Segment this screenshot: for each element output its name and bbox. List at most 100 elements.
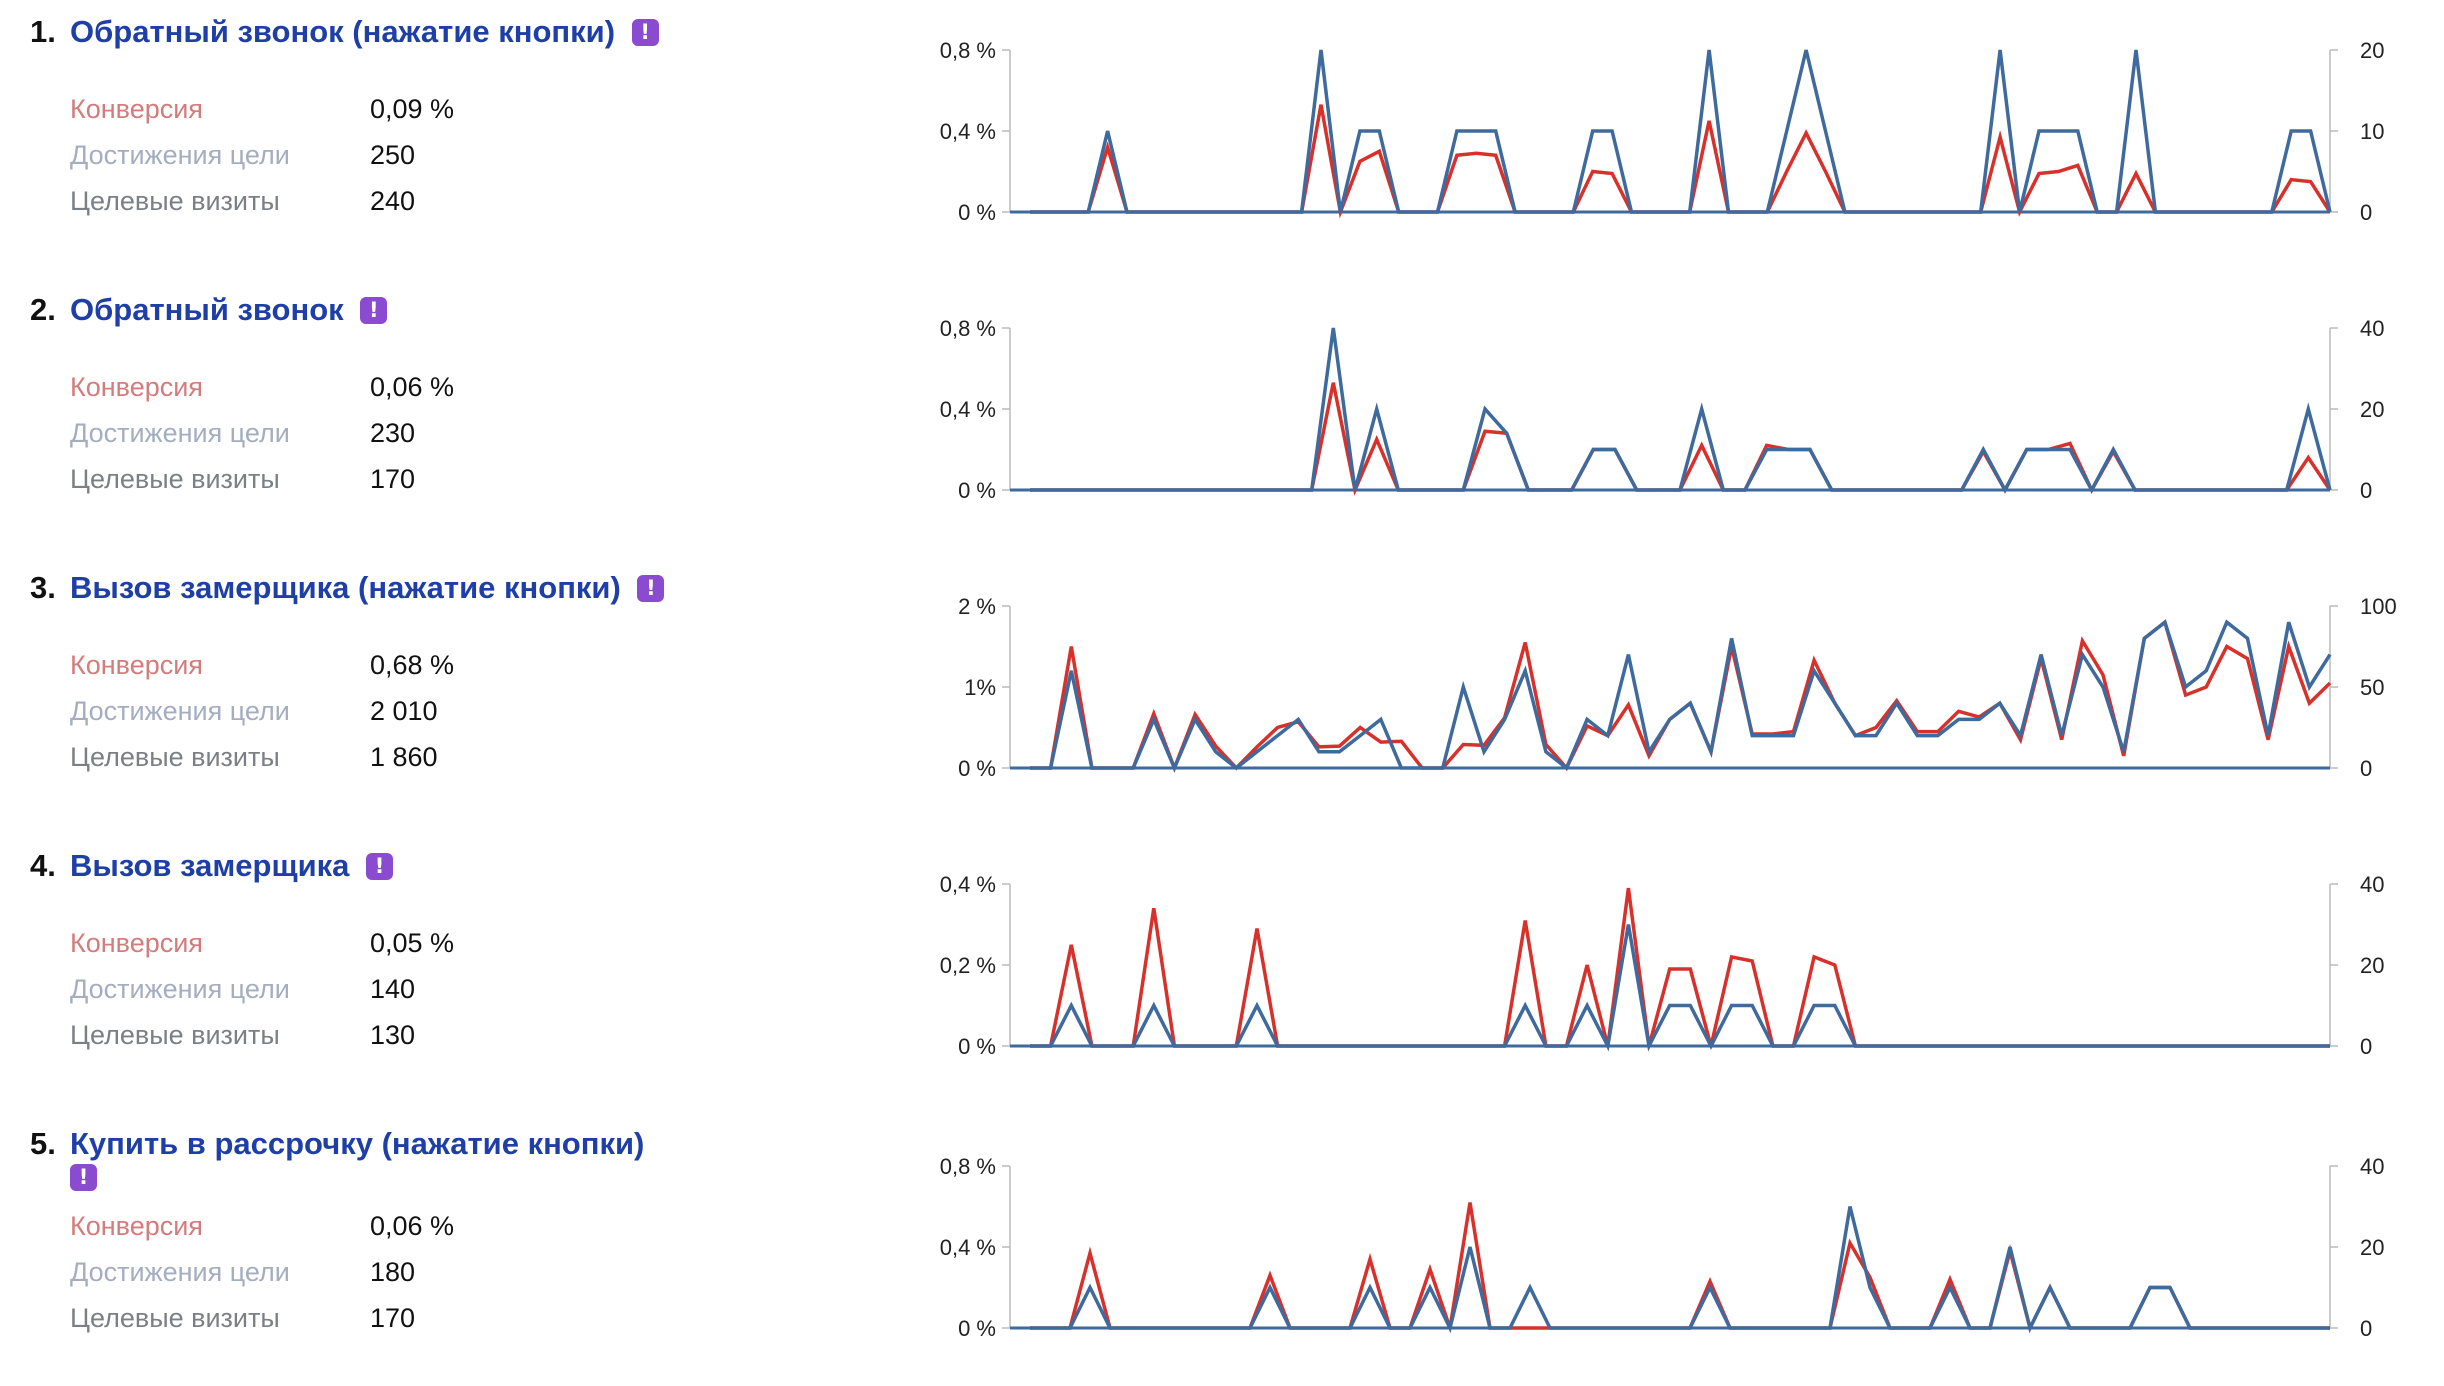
reaches-value: 230 xyxy=(370,417,416,448)
line-chart: 0 % 0 1% 50 2 % 100 xyxy=(958,594,2397,781)
right-tick-label: 0 xyxy=(2360,756,2372,781)
left-tick-label: 2 % xyxy=(958,594,996,619)
reaches-label: Достижения цели xyxy=(70,139,290,170)
reaches-label: Достижения цели xyxy=(70,973,290,1004)
goal-chart: 0 % 0 0,4 % 20 0,8 % 40 xyxy=(880,1146,2400,1356)
goal-block: 5. Купить в рассрочку (нажатие кнопки) !… xyxy=(0,1112,2444,1372)
line-chart: 0 % 0 0,4 % 20 0,8 % 40 xyxy=(940,1154,2385,1341)
goal-block: 1. Обратный звонок (нажатие кнопки) ! Ко… xyxy=(0,0,2444,260)
visits-row: Целевые визиты 170 xyxy=(70,1295,454,1341)
goal-title-text: Вызов замерщика xyxy=(70,848,350,883)
reaches-series-line xyxy=(1030,1206,2330,1334)
reaches-value: 140 xyxy=(370,973,416,1004)
goal-number: 5. xyxy=(30,1126,56,1161)
exclamation-badge-icon[interactable]: ! xyxy=(637,575,665,602)
visits-label: Целевые визиты xyxy=(70,1019,280,1050)
right-tick-label: 40 xyxy=(2360,316,2384,341)
left-tick-label: 0,4 % xyxy=(940,872,996,897)
left-tick-label: 0 % xyxy=(958,478,996,503)
conversion-label: Конверсия xyxy=(70,371,203,402)
left-tick-label: 0 % xyxy=(958,1034,996,1059)
conversion-series-line xyxy=(1030,104,2332,219)
goal-number: 3. xyxy=(30,570,56,605)
goal-chart: 0 % 0 1% 50 2 % 100 xyxy=(880,586,2400,796)
visits-row: Целевые визиты 1 860 xyxy=(70,734,454,780)
reaches-row: Достижения цели 250 xyxy=(70,132,454,178)
goal-header: 3. Вызов замерщика (нажатие кнопки) ! xyxy=(30,570,665,606)
visits-value: 170 xyxy=(370,463,416,494)
goal-header: 2. Обратный звонок ! xyxy=(30,292,388,328)
goal-metrics: Конверсия 0,06 % Достижения цели 230 Цел… xyxy=(70,364,454,502)
reaches-value: 180 xyxy=(370,1256,416,1287)
visits-label: Целевые визиты xyxy=(70,741,280,772)
conversion-row: Конверсия 0,68 % xyxy=(70,642,454,688)
goal-title-link[interactable]: Обратный звонок (нажатие кнопки) ! xyxy=(70,14,659,50)
exclamation-badge-icon[interactable]: ! xyxy=(70,1164,97,1191)
goal-metrics: Конверсия 0,68 % Достижения цели 2 010 Ц… xyxy=(70,642,454,780)
reaches-value: 250 xyxy=(370,139,416,170)
right-tick-label: 20 xyxy=(2360,953,2384,978)
left-tick-label: 0 % xyxy=(958,200,996,225)
conversion-label: Конверсия xyxy=(70,1210,203,1241)
right-tick-label: 40 xyxy=(2360,872,2384,897)
goal-title-text: Обратный звонок xyxy=(70,292,344,327)
conversion-row: Конверсия 0,09 % xyxy=(70,86,454,132)
conversion-series-line xyxy=(1030,382,2332,496)
goal-title-text: Купить в рассрочку (нажатие кнопки) xyxy=(70,1126,645,1161)
visits-row: Целевые визиты 170 xyxy=(70,456,454,502)
goal-title-link[interactable]: Обратный звонок ! xyxy=(70,292,388,328)
goal-metrics: Конверсия 0,06 % Достижения цели 180 Цел… xyxy=(70,1203,454,1341)
left-tick-label: 0 % xyxy=(958,1316,996,1341)
goal-chart: 0 % 0 0,4 % 20 0,8 % 40 xyxy=(880,308,2400,518)
visits-row: Целевые визиты 240 xyxy=(70,178,454,224)
exclamation-badge-icon[interactable]: ! xyxy=(360,297,388,324)
exclamation-badge-icon[interactable]: ! xyxy=(631,19,659,46)
left-tick-label: 1% xyxy=(964,675,996,700)
goal-metrics: Конверсия 0,09 % Достижения цели 250 Цел… xyxy=(70,86,454,224)
left-tick-label: 0 % xyxy=(958,756,996,781)
goal-chart: 0 % 0 0,4 % 10 0,8 % 20 xyxy=(880,30,2400,240)
goal-title-link[interactable]: Купить в рассрочку (нажатие кнопки) ! xyxy=(70,1126,644,1191)
right-tick-label: 20 xyxy=(2360,38,2384,63)
conversion-value: 0,06 % xyxy=(370,371,455,402)
conversion-value: 0,09 % xyxy=(370,93,455,124)
conversion-value: 0,06 % xyxy=(370,1210,455,1241)
right-tick-label: 0 xyxy=(2360,478,2372,503)
conversion-value: 0,68 % xyxy=(370,649,455,680)
left-tick-label: 0,8 % xyxy=(940,316,996,341)
line-chart: 0 % 0 0,4 % 20 0,8 % 40 xyxy=(940,316,2385,503)
right-tick-label: 40 xyxy=(2360,1154,2384,1179)
visits-row: Целевые визиты 130 xyxy=(70,1012,454,1058)
reaches-row: Достижения цели 180 xyxy=(70,1249,454,1295)
right-tick-label: 0 xyxy=(2360,1316,2372,1341)
right-tick-label: 0 xyxy=(2360,1034,2372,1059)
conversion-label: Конверсия xyxy=(70,927,203,958)
reaches-series-line xyxy=(1030,924,2330,1052)
line-chart: 0 % 0 0,2 % 20 0,4 % 40 xyxy=(940,872,2385,1059)
goal-title-link[interactable]: Вызов замерщика (нажатие кнопки) ! xyxy=(70,570,665,606)
reaches-label: Достижения цели xyxy=(70,695,290,726)
goal-number: 1. xyxy=(30,14,56,49)
visits-label: Целевые визиты xyxy=(70,185,280,216)
left-tick-label: 0,2 % xyxy=(940,953,996,978)
conversion-series-line xyxy=(1030,1202,2330,1333)
visits-label: Целевые визиты xyxy=(70,1302,280,1333)
goal-chart: 0 % 0 0,2 % 20 0,4 % 40 xyxy=(880,864,2400,1074)
goal-number: 4. xyxy=(30,848,56,883)
right-tick-label: 0 xyxy=(2360,200,2372,225)
visits-value: 130 xyxy=(370,1019,416,1050)
conversion-row: Конверсия 0,05 % xyxy=(70,920,454,966)
goal-title-text: Обратный звонок (нажатие кнопки) xyxy=(70,14,616,49)
conversion-row: Конверсия 0,06 % xyxy=(70,1203,454,1249)
right-tick-label: 100 xyxy=(2360,594,2397,619)
conversion-row: Конверсия 0,06 % xyxy=(70,364,454,410)
left-tick-label: 0,8 % xyxy=(940,38,996,63)
exclamation-badge-icon[interactable]: ! xyxy=(366,853,394,880)
conversion-value: 0,05 % xyxy=(370,927,455,958)
goal-title-link[interactable]: Вызов замерщика ! xyxy=(70,848,394,884)
goal-title-text: Вызов замерщика (нажатие кнопки) xyxy=(70,570,621,605)
reaches-series-line xyxy=(1030,49,2332,214)
right-tick-label: 50 xyxy=(2360,675,2384,700)
right-tick-label: 20 xyxy=(2360,1235,2384,1260)
visits-value: 170 xyxy=(370,1302,416,1333)
